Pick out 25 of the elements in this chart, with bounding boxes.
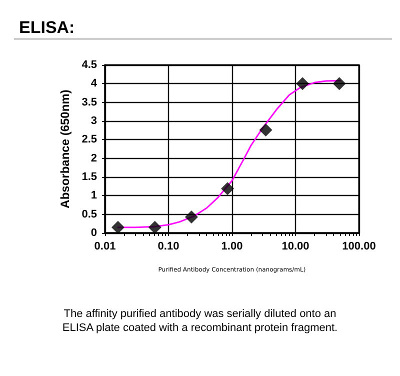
point <box>221 182 234 196</box>
y-tick-label: 3.5 <box>82 96 97 108</box>
point <box>259 123 272 136</box>
point <box>184 210 198 224</box>
point <box>332 77 346 90</box>
y-tick-label: 3 <box>90 115 97 127</box>
y-tick-label: 1.5 <box>82 171 97 183</box>
y-tick-label: 0 <box>90 227 97 239</box>
y-tick-label: 1 <box>90 190 97 202</box>
y-tick-label: 2.5 <box>82 134 97 146</box>
y-tick-label: 2 <box>90 152 97 164</box>
y-axis-title: Absorbance (650nm) <box>58 90 72 208</box>
x-tick-label: 10.00 <box>282 240 310 252</box>
point <box>296 77 310 90</box>
y-tick-label: 4.5 <box>82 59 97 71</box>
x-tick-label: 1.00 <box>221 240 243 252</box>
x-tick-label: 100.00 <box>342 240 376 252</box>
x-tick-label: 0.10 <box>158 240 180 252</box>
x-tick-label: 0.01 <box>94 240 116 252</box>
point <box>148 220 162 234</box>
chart-title: ELISA: <box>19 18 75 37</box>
y-tick-label: 4 <box>90 78 98 90</box>
text: The affinity purified antibody was serially diluted onto an ELISA plate coated with a recombinant protein fragment. <box>62 308 338 334</box>
point <box>111 220 124 234</box>
y-tick-label: 0.5 <box>82 208 97 220</box>
